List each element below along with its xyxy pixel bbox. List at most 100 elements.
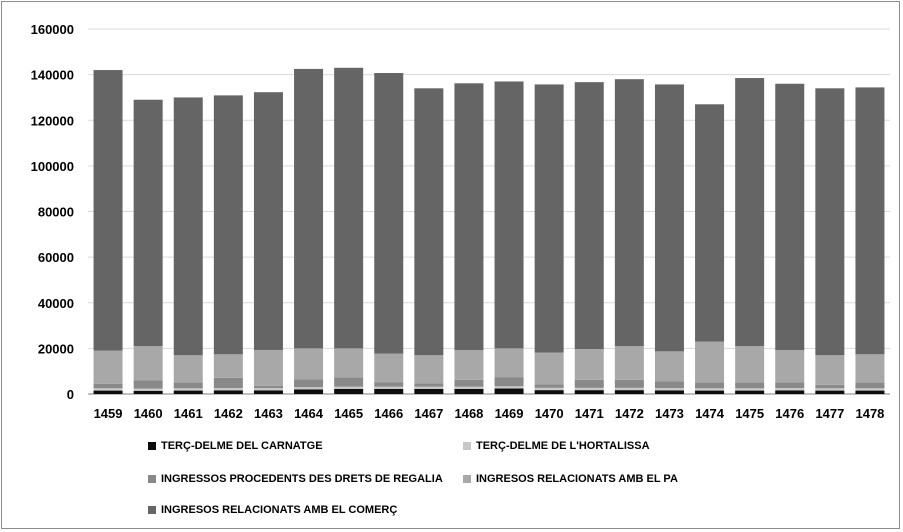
- bar-segment-1466-series-4: [374, 73, 404, 354]
- bar-segment-1475-series-4: [735, 78, 765, 347]
- bar-segment-1473-series-0: [654, 390, 684, 394]
- x-tick-label: 1477: [815, 406, 844, 421]
- bar-segment-1467-series-4: [414, 88, 444, 356]
- y-tick-label: 60000: [38, 250, 74, 265]
- bar-segment-1477-series-4: [815, 88, 845, 356]
- bar-segment-1461-series-2: [173, 382, 203, 389]
- x-tick-label: 1476: [775, 406, 804, 421]
- bar-segment-1470-series-2: [534, 384, 564, 388]
- bar-segment-1473-series-4: [654, 84, 684, 352]
- x-tick-label: 1475: [735, 406, 764, 421]
- bar-segment-1460-series-2: [133, 380, 163, 389]
- bar-segment-1466-series-2: [374, 382, 404, 387]
- bar-segment-1462-series-0: [213, 390, 243, 394]
- x-tick-label: 1467: [414, 406, 443, 421]
- legend-swatch-carnatge: [148, 442, 156, 450]
- bar-segment-1465-series-4: [334, 67, 364, 349]
- y-tick-label: 80000: [38, 205, 74, 220]
- bar-segment-1472-series-0: [614, 390, 644, 394]
- bar-segment-1473-series-1: [654, 388, 684, 391]
- bar-segment-1472-series-2: [614, 379, 644, 388]
- y-tick-label: 0: [67, 387, 74, 402]
- legend-item-regalia: INGRESSOS PROCEDENTS DES DRETS DE REGALI…: [148, 473, 443, 485]
- bar-segment-1476-series-2: [775, 382, 805, 389]
- bar-segment-1463-series-1: [253, 388, 283, 391]
- bar-segment-1470-series-4: [534, 84, 564, 353]
- bar-segment-1470-series-3: [534, 352, 564, 385]
- bar-segment-1460-series-1: [133, 388, 163, 391]
- bar-segment-1475-series-1: [735, 388, 765, 391]
- bar-segment-1468-series-1: [454, 386, 484, 389]
- bar-segment-1465-series-3: [334, 348, 364, 378]
- bar-segment-1464-series-2: [294, 379, 324, 388]
- bar-segment-1461-series-1: [173, 388, 203, 391]
- bar-segment-1461-series-4: [173, 97, 203, 356]
- bar-segment-1464-series-3: [294, 348, 324, 380]
- bar-segment-1478-series-0: [855, 390, 885, 394]
- bar-segment-1465-series-0: [334, 388, 364, 394]
- legend-swatch-regalia: [148, 475, 156, 483]
- bar-segment-1470-series-0: [534, 390, 564, 394]
- bar-segment-1464-series-1: [294, 387, 324, 390]
- bar-segment-1469-series-1: [494, 386, 524, 389]
- y-tick-label: 120000: [31, 113, 74, 128]
- legend-label-hortalissa: TERÇ-DELME DE L'HORTALISSA: [476, 440, 650, 452]
- bar-segment-1477-series-0: [815, 390, 845, 394]
- bar-segment-1471-series-0: [574, 390, 604, 394]
- bar-segment-1469-series-4: [494, 81, 524, 349]
- x-tick-label: 1464: [294, 406, 324, 421]
- x-tick-label: 1459: [94, 406, 123, 421]
- y-tick-label: 100000: [31, 159, 74, 174]
- bar-segment-1469-series-2: [494, 377, 524, 387]
- bar-segment-1462-series-4: [213, 95, 243, 355]
- bar-segment-1470-series-1: [534, 387, 564, 391]
- bar-segment-1466-series-0: [374, 388, 404, 394]
- bar-segment-1467-series-3: [414, 355, 444, 384]
- bar-segment-1472-series-1: [614, 387, 644, 391]
- bar-segment-1468-series-3: [454, 350, 484, 380]
- bar-segment-1460-series-4: [133, 99, 163, 347]
- bar-segment-1475-series-0: [735, 390, 765, 394]
- bar-segment-1461-series-3: [173, 355, 203, 383]
- x-tick-label: 1473: [655, 406, 684, 421]
- bar-segment-1466-series-3: [374, 353, 404, 383]
- bar-segment-1472-series-3: [614, 346, 644, 380]
- bar-segment-1473-series-3: [654, 351, 684, 382]
- bar-segment-1468-series-2: [454, 379, 484, 387]
- bar-segment-1462-series-3: [213, 354, 243, 378]
- bar-segment-1471-series-1: [574, 387, 604, 391]
- bar-segment-1474-series-2: [695, 382, 725, 389]
- bar-segment-1474-series-0: [695, 390, 725, 394]
- bar-segment-1463-series-4: [253, 92, 283, 350]
- bar-segment-1476-series-0: [775, 390, 805, 394]
- legend-label-regalia: INGRESSOS PROCEDENTS DES DRETS DE REGALI…: [161, 473, 443, 485]
- bar-segment-1471-series-4: [574, 82, 604, 350]
- bar-segment-1474-series-3: [695, 341, 725, 383]
- bar-segment-1471-series-2: [574, 379, 604, 388]
- bar-segment-1477-series-2: [815, 384, 845, 389]
- bar-segment-1459-series-2: [93, 383, 123, 389]
- x-tick-label: 1461: [174, 406, 203, 421]
- bar-segment-1474-series-1: [695, 388, 725, 391]
- bar-segment-1462-series-1: [213, 388, 243, 391]
- y-tick-label: 20000: [38, 341, 74, 356]
- y-tick-label: 40000: [38, 296, 74, 311]
- bar-segment-1463-series-3: [253, 349, 283, 386]
- x-tick-label: 1468: [454, 406, 483, 421]
- legend-label-comerc: INGRESOS RELACIONATS AMB EL COMERÇ: [161, 504, 398, 516]
- bar-segment-1473-series-2: [654, 381, 684, 389]
- y-tick-label: 160000: [31, 22, 74, 37]
- bar-segment-1459-series-3: [93, 350, 123, 384]
- bar-segment-1465-series-2: [334, 377, 364, 387]
- bar-segment-1476-series-4: [775, 83, 805, 351]
- bar-segment-1465-series-1: [334, 386, 364, 389]
- legend-item-carnatge: TERÇ-DELME DEL CARNATGE: [148, 440, 323, 452]
- bar-segment-1464-series-0: [294, 389, 324, 394]
- legend-swatch-comerc: [148, 506, 156, 514]
- bar-segment-1472-series-4: [614, 79, 644, 347]
- bar-segment-1475-series-3: [735, 346, 765, 383]
- bar-segment-1460-series-0: [133, 390, 163, 394]
- x-tick-label: 1463: [254, 406, 283, 421]
